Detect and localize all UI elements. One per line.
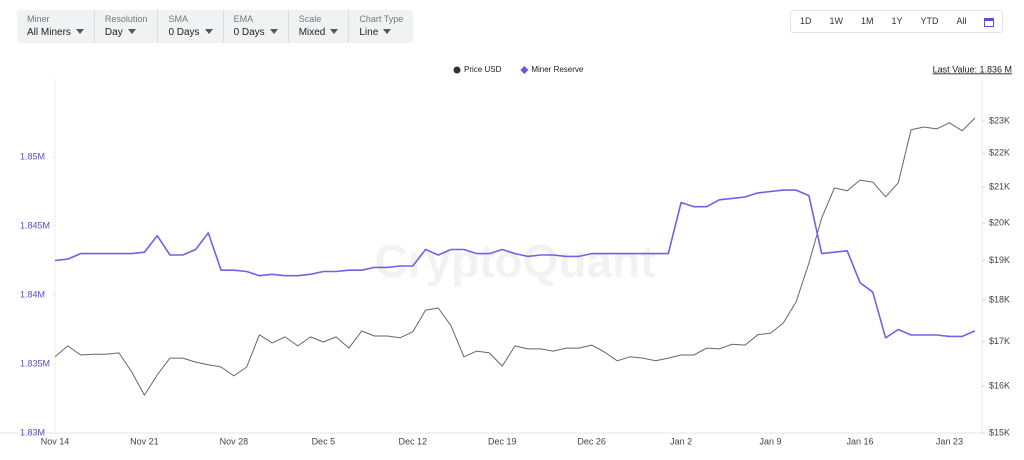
calendar-button[interactable] <box>976 11 1002 32</box>
y-tick-label: 1.85M <box>20 151 45 161</box>
range-button[interactable]: All <box>956 16 967 26</box>
dropdown-value: 0 Days <box>168 27 213 38</box>
caret <box>269 29 278 34</box>
dropdown-value-text: 0 Days <box>168 27 200 38</box>
dropdown[interactable]: Miner All Miners <box>17 10 95 43</box>
dropdown-label: Resolution <box>104 14 148 24</box>
dropdown-value-text: 0 Days <box>233 27 265 38</box>
dropdown[interactable]: Chart Type Line <box>349 10 413 43</box>
range-button[interactable]: 1M <box>861 16 874 26</box>
y2-tick-label: $23K <box>989 115 1010 125</box>
y-tick-label: 1.845M <box>20 220 50 230</box>
caret <box>75 29 84 34</box>
dropdown-label: Scale <box>298 14 322 24</box>
last-value: Last Value: 1.836 M <box>933 64 1012 74</box>
x-tick-label: Dec 5 <box>312 436 336 446</box>
legend-label: Miner Reserve <box>531 65 584 74</box>
dropdown-value: All Miners <box>27 27 84 38</box>
watermark: CryptoQuant <box>374 235 655 287</box>
dropdown-label: SMA <box>168 14 188 24</box>
calendar-icon <box>983 17 994 27</box>
dropdown[interactable]: Resolution Day <box>95 10 159 43</box>
series-line <box>54 189 976 339</box>
x-tick-label: Dec 19 <box>488 436 517 446</box>
legend-marker <box>453 66 461 74</box>
caret <box>127 29 136 34</box>
y2-tick-label: $19K <box>989 255 1010 265</box>
y2-tick-label: $20K <box>989 217 1010 227</box>
y2-tick-label: $22K <box>989 148 1010 158</box>
y-tick-label: 1.84M <box>20 289 45 299</box>
range-button[interactable]: YTD <box>920 16 939 26</box>
dropdown-label: Miner <box>27 14 50 24</box>
x-tick-label: Nov 28 <box>220 436 249 446</box>
range-button[interactable]: 1Y <box>891 16 903 26</box>
toolbar: Miner All Miners Resolution Day SMA 0 Days EMA… <box>17 10 414 43</box>
legend-label: Price USD <box>464 65 502 74</box>
x-tick-label: Nov 21 <box>130 436 159 446</box>
dropdown[interactable]: Scale Mixed <box>289 10 350 43</box>
y-tick-label: 1.835M <box>20 358 50 368</box>
dropdown-label: Chart Type <box>359 14 404 24</box>
dropdown[interactable]: EMA 0 Days <box>224 10 289 43</box>
y-tick-label: 1.83M <box>20 427 45 437</box>
range-button[interactable]: 1D <box>800 16 812 26</box>
y2-tick-label: $17K <box>989 336 1010 346</box>
x-tick-label: Nov 14 <box>41 436 70 446</box>
dropdown-value-text: Day <box>104 27 123 38</box>
range-button[interactable]: 1W <box>829 16 844 26</box>
dropdown-value: Day <box>105 27 148 38</box>
y2-tick-label: $18K <box>989 294 1010 304</box>
x-tick-label: Jan 16 <box>846 436 873 446</box>
dropdown-label: EMA <box>233 14 254 24</box>
caret <box>204 29 213 34</box>
y2-tick-label: $16K <box>989 380 1010 390</box>
legend-marker <box>520 66 529 74</box>
dropdown-value: Mixed <box>299 27 339 38</box>
y2-tick-label: $15K <box>989 427 1010 437</box>
x-tick-label: Dec 12 <box>399 436 428 446</box>
caret <box>383 29 392 34</box>
x-tick-label: Jan 2 <box>670 436 692 446</box>
range-selector: 1D 1W 1M 1Y YTD All <box>790 10 1003 33</box>
x-tick-label: Jan 23 <box>936 436 963 446</box>
dropdown-value: Line <box>359 27 403 38</box>
dropdown-value-text: All Miners <box>27 27 71 38</box>
dropdown-value: 0 Days <box>234 27 278 38</box>
dropdown[interactable]: SMA 0 Days <box>158 10 224 43</box>
x-tick-label: Dec 26 <box>577 436 606 446</box>
x-tick-label: Jan 9 <box>760 436 782 446</box>
dropdown-value-text: Mixed <box>298 27 326 38</box>
y2-tick-label: $21K <box>989 182 1010 192</box>
caret <box>330 29 339 34</box>
dropdown-value-text: Line <box>359 27 379 38</box>
series-line <box>54 117 976 396</box>
